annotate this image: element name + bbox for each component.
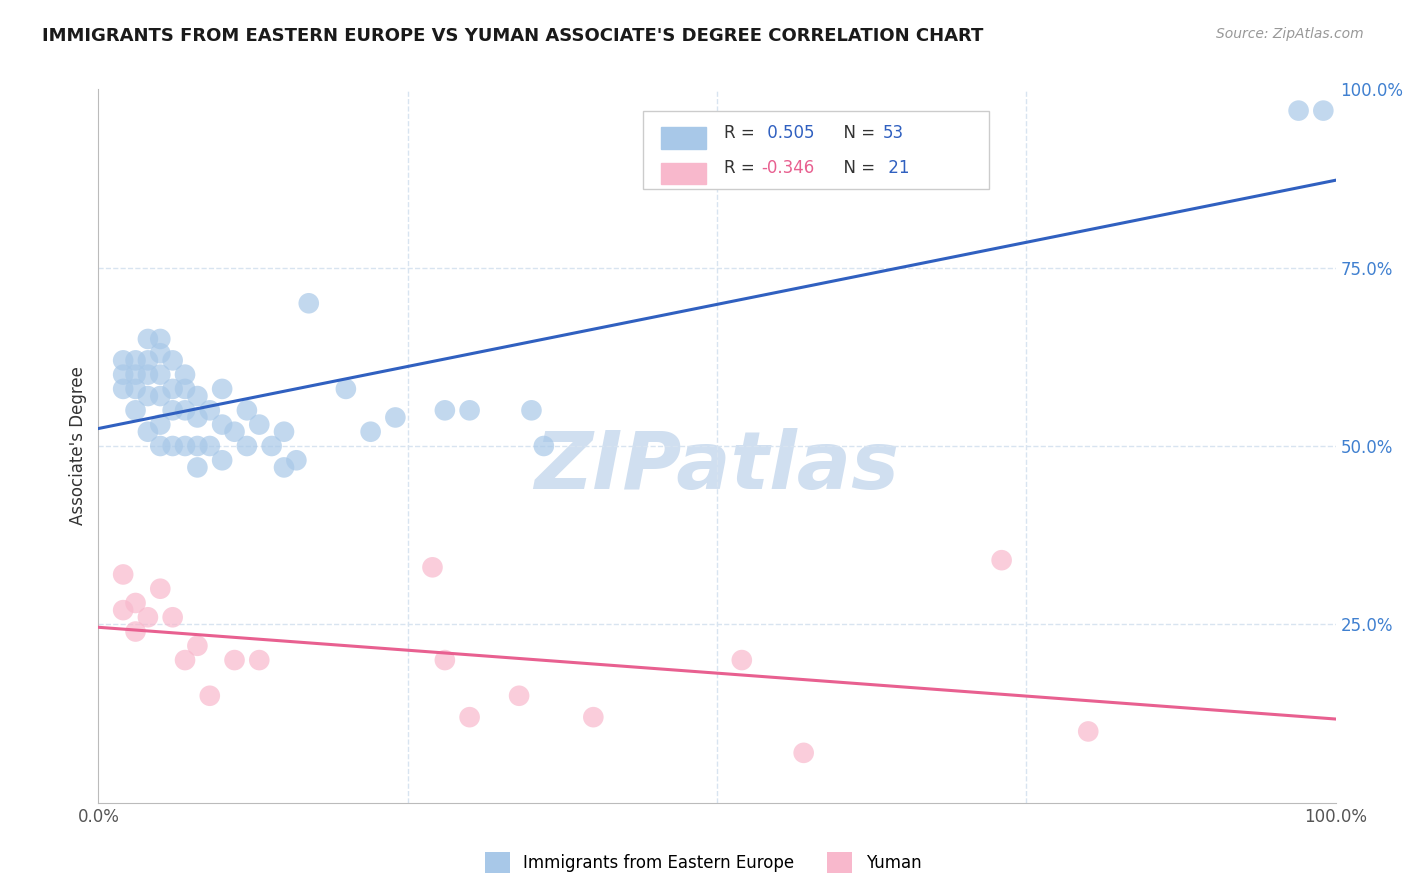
Point — [112, 353, 135, 368]
Point — [136, 425, 159, 439]
Point — [1312, 103, 1334, 118]
Point — [136, 610, 159, 624]
Text: N =: N = — [834, 124, 880, 142]
Point — [174, 439, 197, 453]
Point — [149, 582, 172, 596]
Point — [162, 382, 184, 396]
Point — [186, 439, 208, 453]
Point — [990, 553, 1012, 567]
Point — [149, 368, 172, 382]
Point — [731, 653, 754, 667]
Point — [186, 410, 208, 425]
Point — [198, 403, 221, 417]
Text: ZIPatlas: ZIPatlas — [534, 428, 900, 507]
Point — [112, 382, 135, 396]
Point — [124, 368, 146, 382]
Point — [236, 403, 259, 417]
Point — [211, 382, 233, 396]
Point — [174, 653, 197, 667]
Point — [433, 403, 456, 417]
Point — [124, 353, 146, 368]
Point — [224, 653, 246, 667]
Point — [533, 439, 555, 453]
Y-axis label: Associate's Degree: Associate's Degree — [69, 367, 87, 525]
Point — [124, 596, 146, 610]
Point — [149, 346, 172, 360]
Point — [224, 425, 246, 439]
Point — [136, 368, 159, 382]
Point — [273, 425, 295, 439]
Text: Source: ZipAtlas.com: Source: ZipAtlas.com — [1216, 27, 1364, 41]
Point — [211, 453, 233, 467]
Point — [360, 425, 382, 439]
Point — [247, 417, 270, 432]
Point — [211, 417, 233, 432]
Point — [520, 403, 543, 417]
Point — [186, 639, 208, 653]
Text: R =: R = — [724, 124, 761, 142]
Point — [298, 296, 321, 310]
Bar — [661, 128, 706, 149]
FancyBboxPatch shape — [643, 111, 990, 189]
Point — [186, 389, 208, 403]
Point — [186, 460, 208, 475]
Point — [162, 353, 184, 368]
Point — [136, 389, 159, 403]
Point — [124, 382, 146, 396]
Point — [149, 417, 172, 432]
Point — [793, 746, 815, 760]
Point — [112, 567, 135, 582]
Point — [198, 689, 221, 703]
Point — [508, 689, 530, 703]
Text: R =: R = — [724, 159, 761, 177]
Point — [149, 332, 172, 346]
Point — [1288, 103, 1310, 118]
Point — [174, 382, 197, 396]
Point — [1077, 724, 1099, 739]
Point — [174, 403, 197, 417]
Text: 0.505: 0.505 — [762, 124, 814, 142]
Point — [384, 410, 406, 425]
Text: N =: N = — [834, 159, 880, 177]
Point — [112, 368, 135, 382]
Point — [149, 439, 172, 453]
Point — [162, 403, 184, 417]
Point — [136, 353, 159, 368]
Point — [149, 389, 172, 403]
Text: -0.346: -0.346 — [762, 159, 815, 177]
Point — [458, 710, 481, 724]
Point — [335, 382, 357, 396]
Text: 21: 21 — [883, 159, 910, 177]
Point — [136, 332, 159, 346]
Point — [124, 624, 146, 639]
Text: IMMIGRANTS FROM EASTERN EUROPE VS YUMAN ASSOCIATE'S DEGREE CORRELATION CHART: IMMIGRANTS FROM EASTERN EUROPE VS YUMAN … — [42, 27, 984, 45]
Point — [174, 368, 197, 382]
Point — [260, 439, 283, 453]
Point — [433, 653, 456, 667]
Point — [198, 439, 221, 453]
Point — [422, 560, 444, 574]
Point — [285, 453, 308, 467]
Legend: Immigrants from Eastern Europe, Yuman: Immigrants from Eastern Europe, Yuman — [478, 846, 928, 880]
Point — [124, 403, 146, 417]
Point — [582, 710, 605, 724]
Point — [458, 403, 481, 417]
Point — [236, 439, 259, 453]
Point — [247, 653, 270, 667]
Text: 53: 53 — [883, 124, 904, 142]
Point — [162, 439, 184, 453]
Point — [112, 603, 135, 617]
Point — [273, 460, 295, 475]
Point — [162, 610, 184, 624]
Bar — [661, 162, 706, 184]
